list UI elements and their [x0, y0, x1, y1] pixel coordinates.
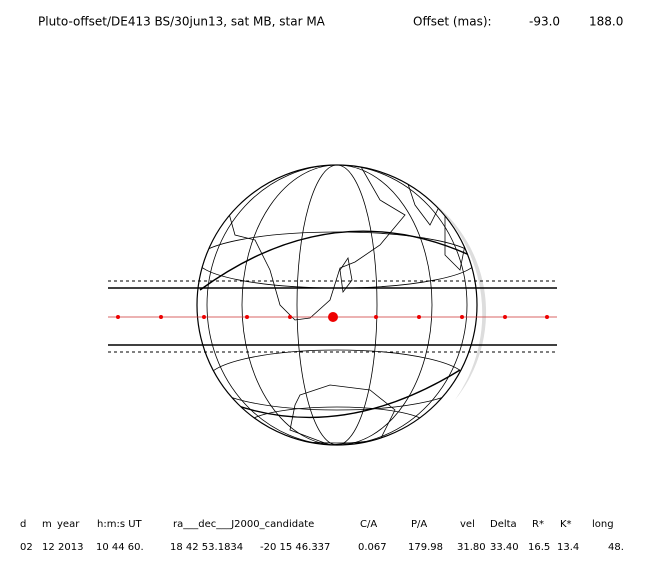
time-marks	[116, 312, 549, 322]
cell: -20 15 46.337	[260, 542, 330, 553]
title: Pluto-offset/DE413 BS/30jun13, sat MB, s…	[38, 15, 326, 29]
column-header: C/A	[360, 519, 377, 530]
cell: 179.98	[408, 542, 443, 553]
column-header: long	[592, 519, 614, 530]
cell: 0.067	[358, 542, 387, 553]
cell: 2013	[58, 542, 83, 553]
offset-x: -93.0	[529, 15, 560, 29]
globe	[196, 164, 487, 446]
column-header: Delta	[490, 519, 517, 530]
cell: 02	[20, 542, 33, 553]
offset-y: 188.0	[589, 15, 623, 29]
column-header: ra___dec___J2000_candidate	[173, 519, 314, 530]
column-header: h:m:s UT	[97, 519, 143, 530]
cell: 48.	[608, 542, 624, 553]
column-header: m	[42, 519, 52, 530]
cell: 31.80	[457, 542, 486, 553]
cell: 13.4	[557, 542, 579, 553]
cell: 10 44 60.	[96, 542, 144, 553]
column-header: R*	[532, 519, 544, 530]
info-table: d m year h:m:s UT ra___dec___J2000_candidate…	[20, 519, 624, 553]
cell: 18 42 53.1834	[170, 542, 243, 553]
offset-label: Offset (mas):	[413, 15, 492, 29]
column-header: d	[20, 519, 26, 530]
cell: 16.5	[528, 542, 550, 553]
column-header: K*	[560, 519, 572, 530]
cell: 33.40	[490, 542, 519, 553]
column-header: P/A	[411, 519, 427, 530]
cell: 12	[42, 542, 55, 553]
column-header: year	[57, 519, 80, 530]
column-header: vel	[460, 519, 475, 530]
